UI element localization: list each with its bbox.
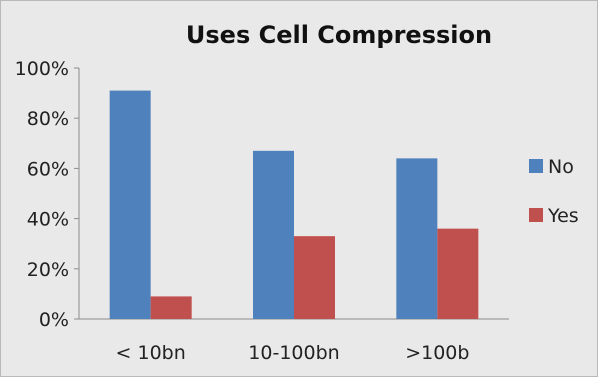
bar-no-0 bbox=[109, 90, 151, 319]
y-tick-label: 80% bbox=[27, 108, 69, 130]
bar-yes-0 bbox=[150, 296, 192, 319]
x-category-label: >100b bbox=[405, 342, 469, 364]
legend-label-yes: Yes bbox=[547, 205, 579, 227]
legend-swatch-yes bbox=[529, 208, 543, 222]
bar-yes-1 bbox=[294, 236, 335, 319]
bar-yes-2 bbox=[437, 228, 479, 319]
y-tick-label: 40% bbox=[27, 209, 69, 231]
legend: No Yes bbox=[529, 156, 579, 227]
y-axis-ticks: 0% 20% 40% 60% 80% 100% bbox=[15, 58, 79, 331]
y-tick-label: 100% bbox=[15, 58, 69, 80]
x-category-label: < 10bn bbox=[116, 342, 186, 364]
y-tick-label: 0% bbox=[39, 309, 69, 331]
x-axis-categories: < 10bn 10-100bn >100b bbox=[116, 342, 470, 364]
legend-swatch-no bbox=[529, 159, 543, 173]
y-tick-label: 60% bbox=[27, 158, 69, 180]
bar-no-2 bbox=[396, 158, 438, 319]
x-category-label: 10-100bn bbox=[248, 342, 339, 364]
bar-no-1 bbox=[253, 150, 294, 319]
bars bbox=[109, 90, 479, 319]
legend-label-no: No bbox=[548, 156, 574, 178]
chart-title: Uses Cell Compression bbox=[186, 21, 492, 49]
y-tick-label: 20% bbox=[27, 259, 69, 281]
